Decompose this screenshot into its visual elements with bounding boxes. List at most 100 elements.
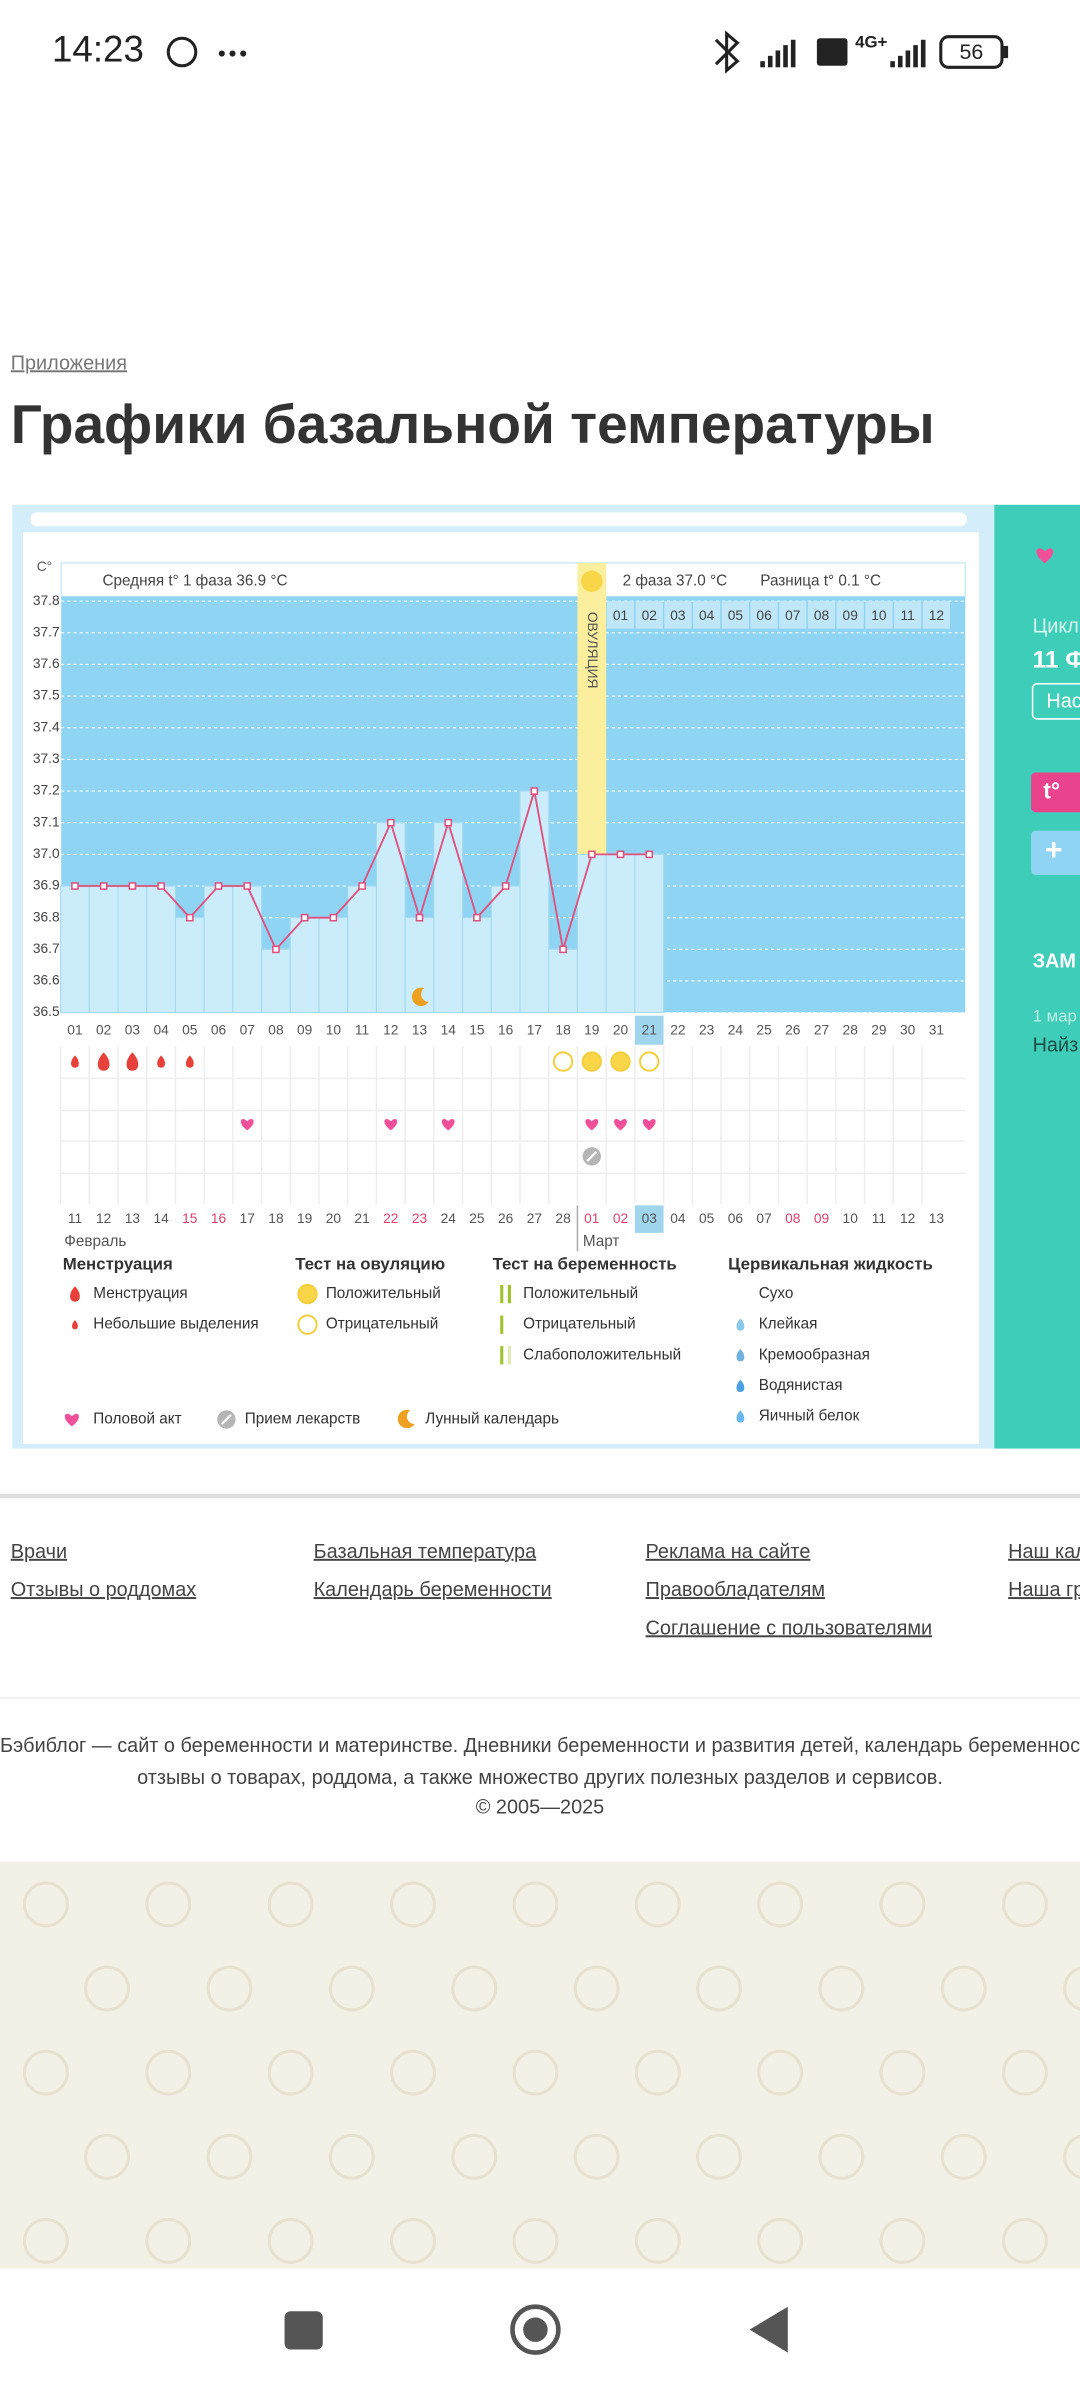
whatsapp-icon [166,36,198,68]
legend-item: Яичный белок [759,1407,860,1424]
temperature-bar [576,853,607,1014]
legend-item: Небольшие выделения [93,1316,258,1333]
pattern-flower [22,1881,69,1928]
drop-icon [70,1286,80,1302]
y-tick-label: 37.2 [33,783,60,798]
footer-link[interactable]: Правообладателям [646,1579,826,1601]
temperature-bar [605,853,636,1014]
temperature-bar [261,948,291,1014]
pattern-flower [634,2049,681,2096]
nav-recent[interactable] [284,2311,323,2350]
date-label: 25 [469,1211,485,1226]
ovulation-test-icon [610,1051,631,1072]
footer-link[interactable]: Отзывы о роддомах [11,1579,197,1601]
pattern-flower [940,2133,987,2180]
date-label: 22 [383,1211,398,1226]
ovulation-test-icon [552,1051,574,1072]
temperature-point [128,882,137,890]
footer-link[interactable]: Наш кал [1008,1541,1080,1563]
temp-button-box[interactable] [1031,772,1080,813]
pattern-flower [84,2133,131,2180]
x-tick-label: 01 [67,1023,82,1038]
drop-icon [126,1052,139,1071]
pattern-flower [22,2049,69,2096]
temperature-bar [232,885,263,1014]
footer-link[interactable]: Соглашение с пользователями [646,1617,933,1639]
footer-link[interactable]: Реклама на сайте [646,1541,811,1563]
pattern-flower [818,1965,865,2012]
temperature-point [473,913,481,922]
pattern-flower [512,2049,559,2096]
x-tick-label: 15 [469,1023,485,1038]
date-label: 23 [412,1211,428,1226]
nav-home[interactable] [510,2304,561,2355]
phase2-cell [865,601,893,629]
date-label: 11 [872,1211,886,1226]
sidebar-button-box[interactable] [1031,682,1080,720]
date-label: 01 [584,1211,599,1226]
legend-item: Слабоположительный [523,1346,681,1363]
nav-back[interactable] [749,2306,788,2353]
footer-link[interactable]: Базальная температура [314,1541,537,1563]
phase2-day: 08 [814,608,830,623]
date-label: 02 [613,1211,628,1226]
heart-icon [384,1119,398,1131]
phase2-cell [750,601,778,629]
pregnancy-test-icon [507,1346,511,1365]
plus-button[interactable]: + [1045,833,1063,867]
y-tick-label: 36.5 [33,1004,60,1019]
footer-link[interactable]: Наша гр [1008,1579,1080,1601]
plus-button-box[interactable] [1031,830,1080,875]
signal-bar [767,55,773,68]
phase2-day: 06 [756,608,772,623]
phase2-cell [606,601,635,629]
day-highlight [634,1015,664,1045]
x-tick-label: 21 [642,1023,657,1038]
pattern-flower [1001,1881,1048,1928]
pattern-flower [267,2217,314,2264]
more-dot [218,50,225,57]
pattern-flower [757,1881,804,1928]
x-tick-label: 25 [756,1023,772,1038]
sidebar-button[interactable]: Нас [1046,690,1080,712]
temperature-bar [88,885,119,1014]
footer-link[interactable]: Календарь беременности [314,1579,552,1601]
page-title: Графики базальной температуры [11,393,935,455]
x-tick-label: 24 [728,1023,744,1038]
temperature-point [329,913,338,922]
temperature-bar [433,822,464,1014]
x-tick-label: 26 [785,1023,801,1038]
breadcrumb[interactable]: Приложения [11,352,127,374]
temperature-bar [375,822,406,1014]
x-tick-label: 06 [211,1023,227,1038]
pregnancy-test-icon [500,1284,504,1304]
pattern-flower [451,2133,498,2180]
x-tick-label: 07 [240,1023,255,1038]
footer-about: © 2005—2025 [476,1796,604,1818]
temperature-point [559,945,567,954]
pattern-flower [390,2049,436,2096]
pattern-flower [879,2049,926,2096]
temperature-point [645,850,654,859]
temperature-bar [203,885,234,1014]
footer-about: Бэбиблог — сайт о беременности и материн… [0,1735,1080,1757]
phase2-day: 11 [901,608,915,623]
temperature-bar [289,917,320,1014]
footer-link[interactable]: Врачи [11,1541,67,1563]
ovulation-sun [581,570,603,592]
date-label: 04 [670,1211,686,1226]
date-label: 03 [642,1211,658,1226]
date-label: 12 [900,1211,915,1226]
month-label: Февраль [64,1233,126,1250]
temp-button[interactable]: t° [1043,777,1060,803]
x-tick-label: 27 [814,1023,829,1038]
nav-home-dot[interactable] [523,2317,548,2342]
date-label: 24 [441,1211,457,1226]
moon-icon [397,1409,415,1429]
legend-item: Лунный календарь [425,1411,559,1428]
drop-icon [736,1379,745,1392]
pregnancy-test-icon [500,1315,504,1334]
date-label: 06 [728,1211,744,1226]
pattern-flower [879,1881,926,1928]
temperature-point [358,882,366,890]
